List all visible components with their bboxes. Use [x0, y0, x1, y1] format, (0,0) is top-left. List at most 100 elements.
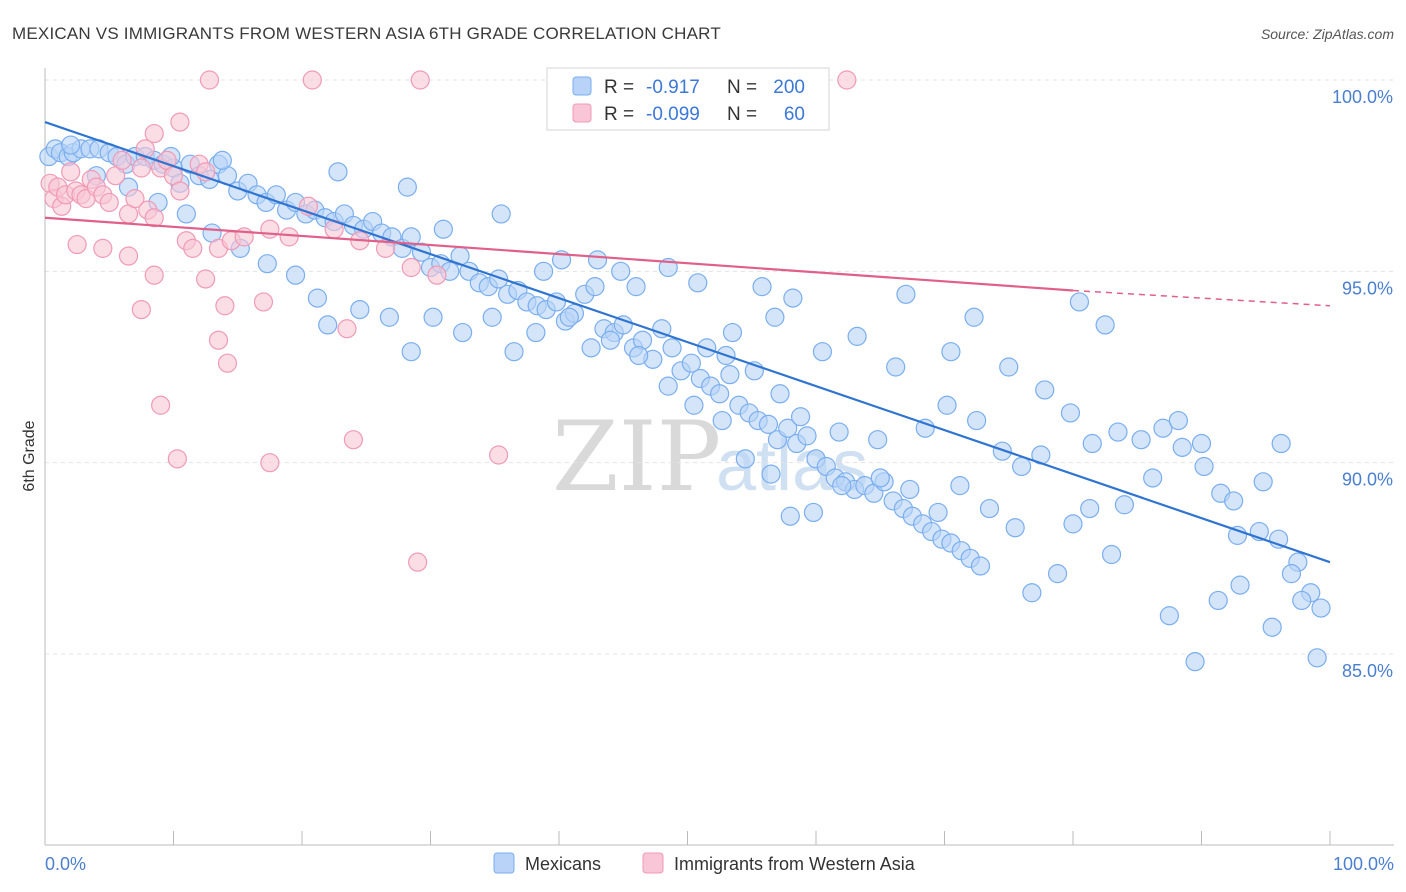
point-mexicans-172 [482, 307, 502, 327]
point-western-asia-25 [183, 238, 203, 258]
point-western-asia-46 [131, 300, 151, 320]
point-mexicans-157 [870, 468, 890, 488]
point-western-asia-5 [61, 162, 81, 182]
point-western-asia-32 [279, 227, 299, 247]
trend-line-western-asia [44, 216, 1074, 292]
point-mexicans-178 [318, 315, 338, 335]
point-mexicans-73 [720, 365, 740, 385]
point-mexicans-201 [967, 410, 987, 431]
x-tick-label-left: 0.0% [45, 854, 86, 874]
point-mexicans-110 [783, 288, 803, 308]
point-western-asia-54 [489, 445, 509, 465]
point-western-asia-52 [260, 453, 280, 473]
series-legend-label-mexicans: Mexicans [525, 854, 601, 874]
point-mexicans-77 [758, 414, 779, 434]
legend-n-label-1: N = [727, 77, 757, 98]
point-mexicans-126 [999, 357, 1019, 377]
series-legend: Mexicans Immigrants from Western Asia [493, 852, 916, 874]
point-western-asia-51 [167, 449, 187, 469]
point-mexicans-161 [761, 464, 781, 484]
point-mexicans-81 [797, 426, 817, 446]
point-mexicans-175 [401, 342, 421, 362]
point-mexicans-99 [970, 556, 991, 576]
point-western-asia-19 [144, 208, 164, 228]
point-western-asia-14 [112, 150, 132, 170]
y-tick-label-2: 90.0% [1342, 470, 1393, 490]
point-mexicans-79 [778, 418, 798, 438]
point-mexicans-202 [937, 395, 957, 415]
y-tick-label-3: 85.0% [1342, 661, 1393, 681]
point-western-asia-42 [144, 265, 164, 285]
point-mexicans-194 [1292, 590, 1312, 611]
legend-n-value-1: 200 [773, 77, 805, 98]
point-mexicans-72 [710, 384, 730, 404]
point-mexicans-40 [401, 227, 421, 247]
point-western-asia-62 [135, 139, 155, 159]
point-mexicans-115 [397, 177, 417, 197]
point-mexicans-193 [1271, 433, 1291, 454]
point-western-asia-47 [208, 330, 229, 350]
point-mexicans-143 [1185, 652, 1205, 672]
point-mexicans-188 [1143, 468, 1163, 488]
point-mexicans-163 [712, 410, 732, 431]
point-mexicans-164 [684, 395, 704, 415]
legend-n-label-2: N = [727, 104, 757, 125]
point-mexicans-176 [379, 307, 399, 327]
point-mexicans-120 [722, 322, 743, 343]
point-mexicans-206 [790, 407, 811, 427]
point-mexicans-197 [1063, 514, 1083, 534]
point-mexicans-105 [533, 261, 554, 281]
trend-line-western-asia-extension [1072, 289, 1331, 307]
point-mexicans-59 [585, 277, 605, 297]
point-western-asia-60 [144, 123, 164, 144]
y-tick-label-0: 100.0% [1332, 87, 1393, 107]
stats-legend: R = -0.917 N = 200 R = -0.099 N = 60 [546, 67, 830, 131]
point-mexicans-153 [979, 498, 1000, 519]
point-western-asia-50 [151, 395, 171, 415]
stats-legend-box [546, 67, 830, 131]
point-western-asia-55 [408, 552, 428, 572]
point-western-asia-23 [170, 181, 190, 201]
point-mexicans-149 [1080, 498, 1100, 519]
point-mexicans-155 [928, 502, 948, 523]
point-mexicans-166 [629, 345, 649, 366]
point-mexicans-147 [1281, 564, 1302, 584]
point-mexicans-114 [1095, 315, 1115, 335]
point-mexicans-103 [328, 162, 348, 182]
point-western-asia-53 [343, 430, 363, 450]
point-mexicans-203 [915, 418, 935, 438]
trend-line-mexicans [44, 121, 1331, 564]
point-mexicans-148 [1114, 495, 1135, 515]
point-mexicans-167 [600, 330, 621, 350]
point-mexicans-145 [1230, 575, 1250, 595]
point-western-asia-39 [67, 234, 87, 255]
point-mexicans-62 [613, 315, 633, 335]
point-mexicans-170 [526, 322, 546, 343]
point-mexicans-156 [900, 479, 920, 500]
point-mexicans-131 [1131, 430, 1151, 450]
point-mexicans-116 [491, 204, 511, 224]
chart-title: MEXICAN VS IMMIGRANTS FROM WESTERN ASIA … [12, 24, 721, 43]
point-mexicans-196 [1101, 544, 1122, 565]
point-mexicans-199 [1011, 456, 1032, 477]
y-axis-label: 6th Grade [21, 420, 38, 491]
point-western-asia-43 [196, 269, 216, 289]
point-western-asia-44 [215, 296, 235, 316]
point-mexicans-179 [307, 288, 328, 308]
point-western-asia-58 [410, 70, 430, 90]
point-mexicans-121 [765, 307, 785, 327]
point-western-asia-16 [125, 189, 145, 209]
point-mexicans-118 [611, 261, 631, 281]
point-mexicans-100 [61, 135, 81, 155]
point-western-asia-57 [302, 70, 322, 90]
x-tick-label-right: 100.0% [1333, 854, 1394, 874]
point-western-asia-49 [337, 319, 357, 339]
point-mexicans-158 [832, 476, 852, 496]
point-mexicans-49 [489, 269, 509, 289]
point-western-asia-41 [118, 246, 139, 266]
point-mexicans-205 [829, 422, 849, 442]
gridlines [45, 79, 1394, 655]
scatter-points [39, 70, 1331, 672]
chart-source: Source: ZipAtlas.com [1261, 26, 1394, 42]
